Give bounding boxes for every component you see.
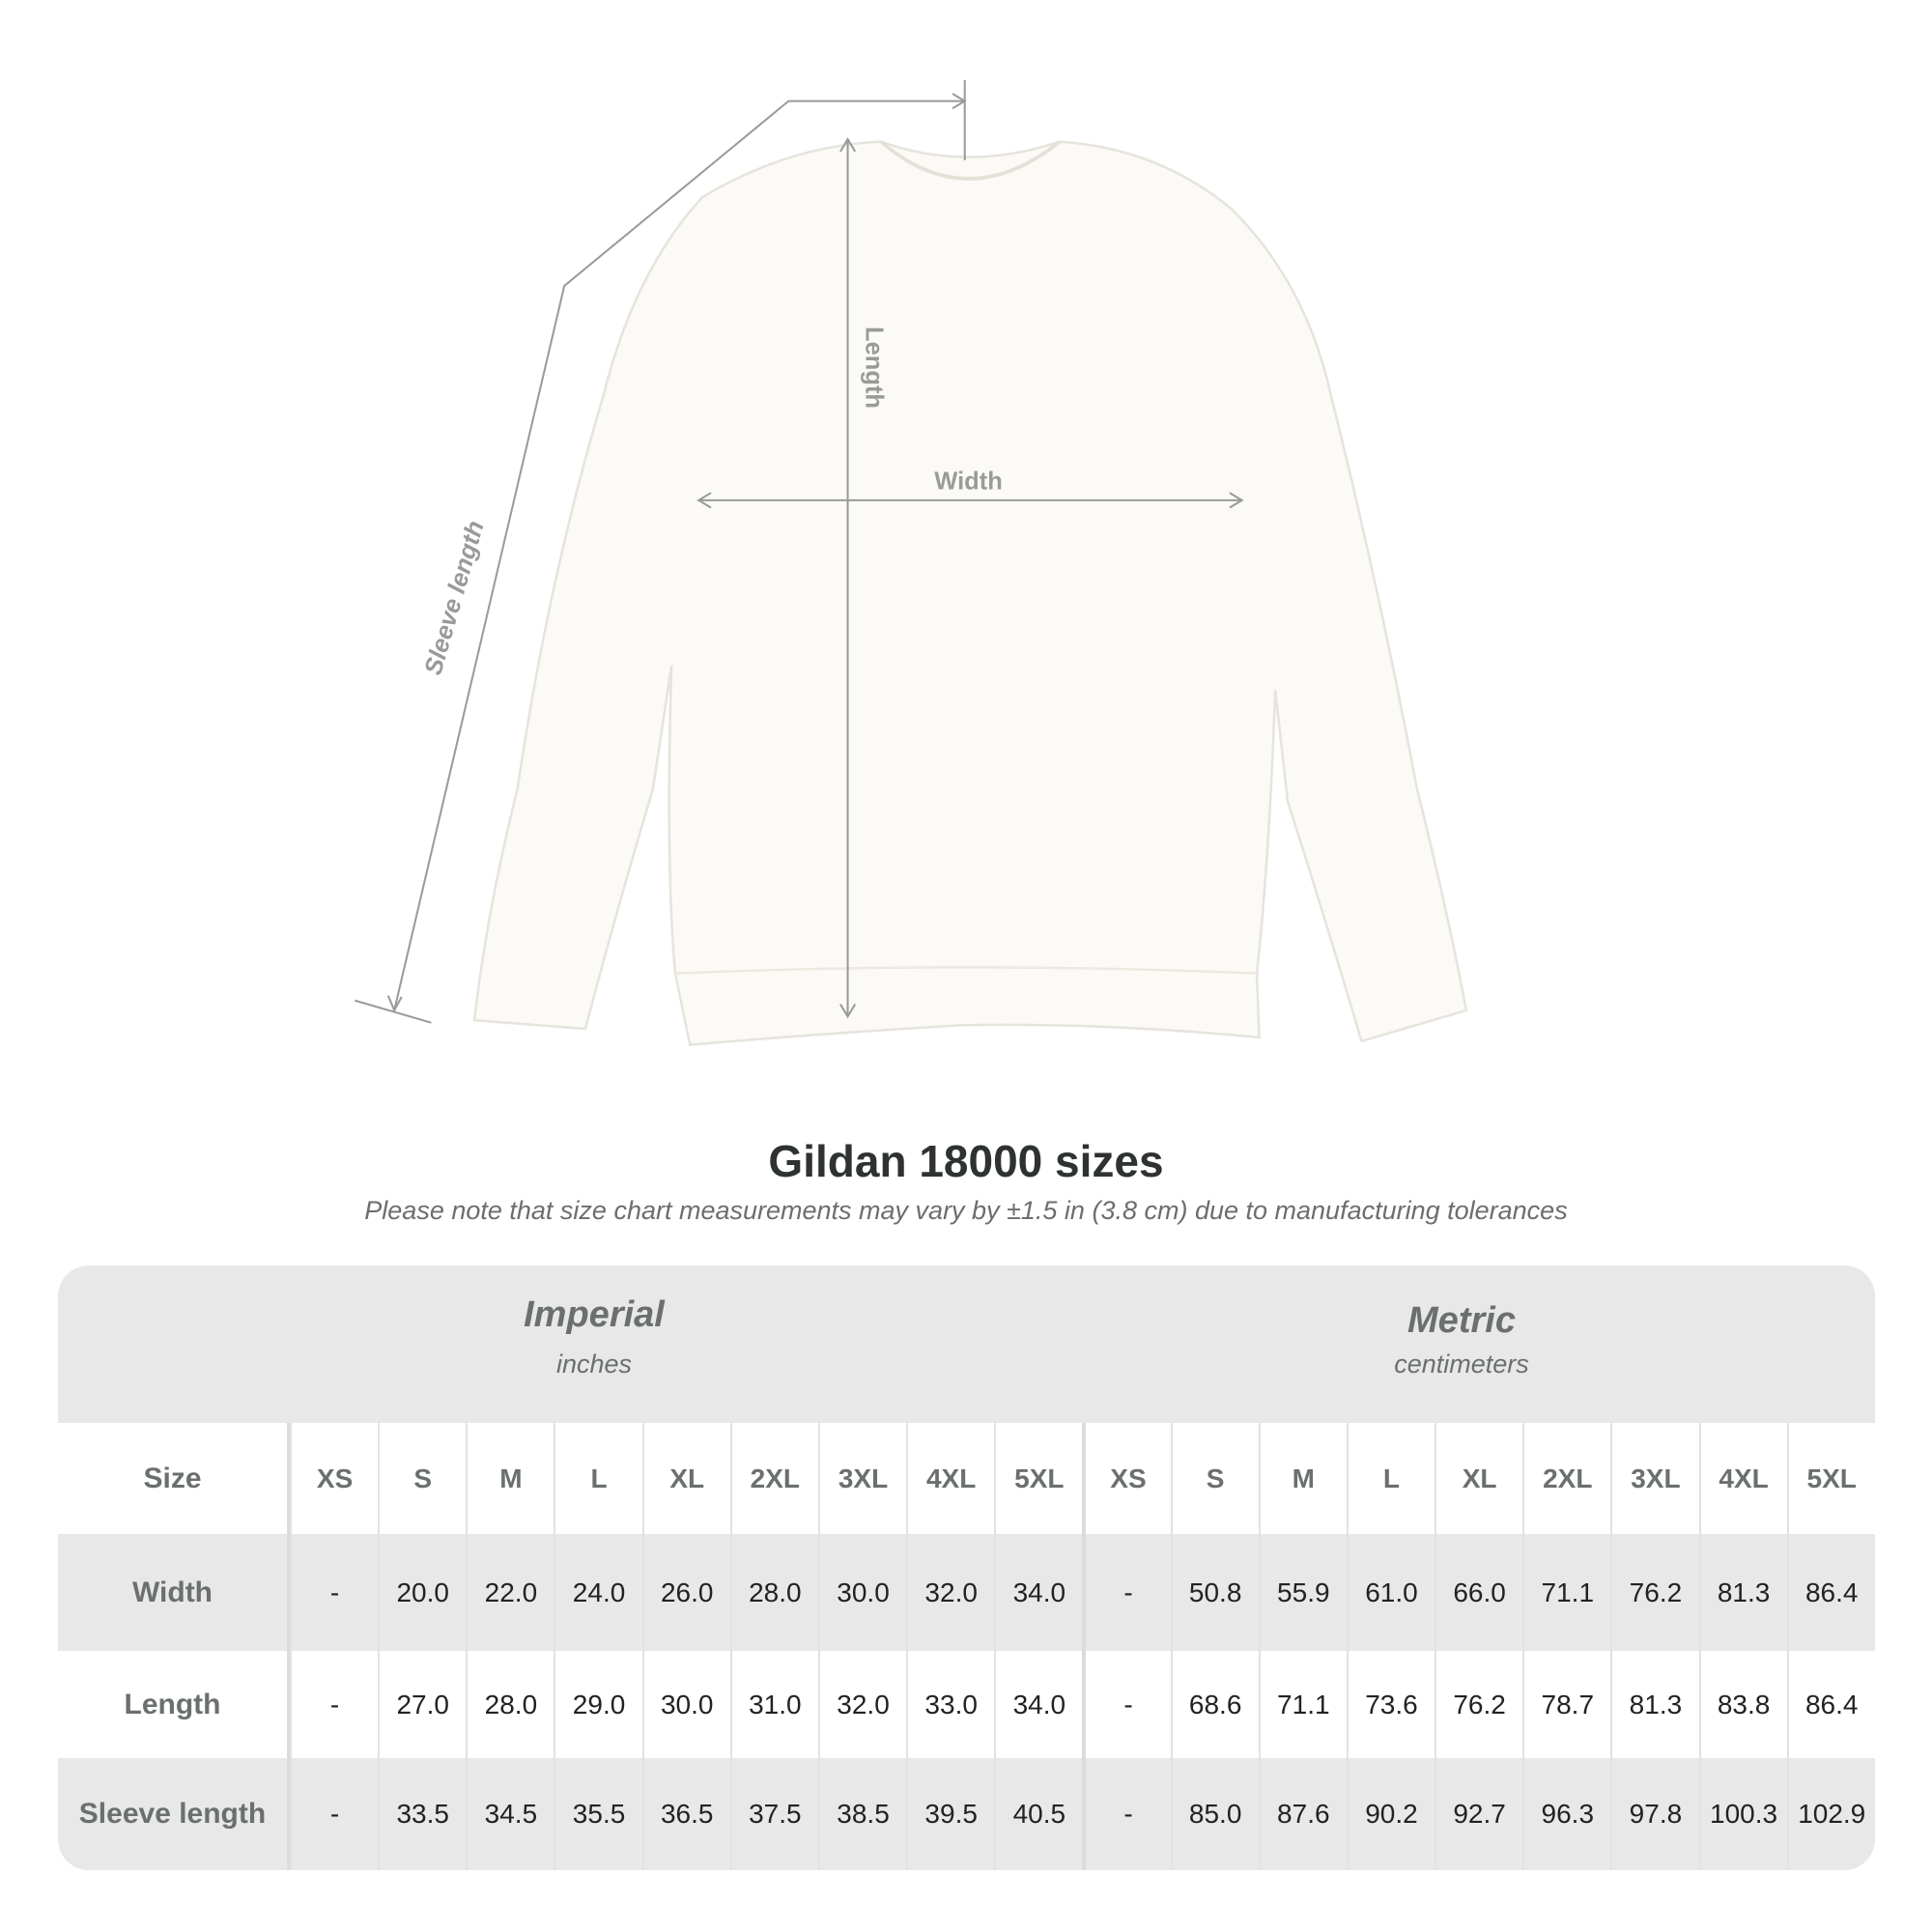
imperial-value-cell: 35.5 — [554, 1758, 641, 1870]
imperial-value-cell: 34.0 — [994, 1534, 1082, 1651]
metric-value-cell: 81.3 — [1610, 1651, 1698, 1758]
metric-value-cell: 61.0 — [1346, 1534, 1435, 1651]
sweatshirt-image — [472, 140, 1468, 1047]
size-header-metric-xl: XL — [1435, 1423, 1522, 1534]
metric-value-cell: 86.4 — [1786, 1651, 1875, 1758]
size-header-metric-s: S — [1170, 1423, 1259, 1534]
tolerance-note: Please note that size chart measurements… — [364, 1196, 1568, 1225]
size-table: Imperial inches Metric centimeters Size … — [58, 1265, 1875, 1870]
imperial-value-cell: 33.5 — [378, 1758, 466, 1870]
size-label: Size — [58, 1423, 290, 1534]
metric-value-cell: 97.8 — [1610, 1758, 1698, 1870]
row-label: Sleeve length — [58, 1758, 290, 1870]
metric-value-cell: 55.9 — [1258, 1534, 1347, 1651]
imperial-unit: inches — [555, 1350, 633, 1378]
imperial-value-cell: 36.5 — [641, 1758, 730, 1870]
imperial-value-cell: 34.0 — [994, 1651, 1082, 1758]
measure-lines — [355, 79, 1244, 1024]
imperial-value-cell: 32.0 — [906, 1534, 994, 1651]
size-header-metric-l: L — [1346, 1423, 1435, 1534]
imperial-value-cell: 22.0 — [466, 1534, 554, 1651]
imperial-value-cell: - — [290, 1651, 378, 1758]
size-header-imperial-xl: XL — [641, 1423, 730, 1534]
table-row: Sleeve length -33.5 34.5 35.5 36.5 37.5 38.5 39… — [58, 1758, 1875, 1870]
size-header-metric-5xl: 5XL — [1786, 1423, 1875, 1534]
metric-value-cell: - — [1082, 1651, 1170, 1758]
imperial-value-cell: 33.0 — [906, 1651, 994, 1758]
size-header-imperial-xs: XS — [290, 1423, 378, 1534]
imperial-value-cell: 38.5 — [817, 1758, 906, 1870]
size-header-imperial-3xl: 3XL — [817, 1423, 906, 1534]
size-header-imperial-m: M — [466, 1423, 554, 1534]
metric-value-cell: 96.3 — [1522, 1758, 1610, 1870]
table-row: Width -20.0 22.0 24.0 26.0 28.0 30.0 32.0 34.0-5… — [58, 1534, 1875, 1651]
metric-header: Metric centimeters — [1123, 1300, 1800, 1379]
size-row: Size XS S M L XL 2XL 3XL 4XL 5XL XS S M L XL 2XL 3XL 4XL… — [58, 1423, 1875, 1534]
size-header-metric-4xl: 4XL — [1698, 1423, 1787, 1534]
imperial-value-cell: 39.5 — [906, 1758, 994, 1870]
metric-value-cell: 87.6 — [1258, 1758, 1347, 1870]
table-row: Length -27.0 28.0 29.0 30.0 31.0 32.0 33.0 34.0-… — [58, 1651, 1875, 1758]
imperial-header: Imperial inches — [256, 1294, 932, 1379]
imperial-value-cell: 28.0 — [729, 1534, 818, 1651]
metric-value-cell: 66.0 — [1435, 1534, 1522, 1651]
imperial-value-cell: 34.5 — [466, 1758, 554, 1870]
metric-value-cell: 76.2 — [1435, 1651, 1522, 1758]
imperial-value-cell: 20.0 — [378, 1534, 466, 1651]
imperial-value-cell: 29.0 — [554, 1651, 641, 1758]
imperial-value-cell: 31.0 — [729, 1651, 818, 1758]
imperial-value-cell: - — [290, 1758, 378, 1870]
metric-value-cell: 68.6 — [1170, 1651, 1259, 1758]
row-label: Width — [58, 1534, 290, 1651]
imperial-value-cell: 30.0 — [817, 1534, 906, 1651]
size-header-metric-3xl: 3XL — [1610, 1423, 1698, 1534]
metric-value-cell: 71.1 — [1522, 1534, 1610, 1651]
row-label: Length — [58, 1651, 290, 1758]
metric-value-cell: 50.8 — [1170, 1534, 1259, 1651]
metric-value-cell: 100.3 — [1698, 1758, 1787, 1870]
imperial-value-cell: 24.0 — [554, 1534, 641, 1651]
imperial-value-cell: 27.0 — [378, 1651, 466, 1758]
imperial-value-cell: - — [290, 1534, 378, 1651]
metric-value-cell: 86.4 — [1786, 1534, 1875, 1651]
table-header: Imperial inches Metric centimeters — [58, 1265, 1875, 1423]
sweatshirt-diagram: Length Width Sleeve length — [355, 79, 1468, 1047]
metric-value-cell: 92.7 — [1435, 1758, 1522, 1870]
imperial-value-cell: 28.0 — [466, 1651, 554, 1758]
metric-value-cell: 81.3 — [1698, 1534, 1787, 1651]
metric-value-cell: 85.0 — [1170, 1758, 1259, 1870]
imperial-value-cell: 26.0 — [641, 1534, 730, 1651]
size-header-imperial-l: L — [554, 1423, 641, 1534]
imperial-value-cell: 37.5 — [729, 1758, 818, 1870]
metric-value-cell: 90.2 — [1346, 1758, 1435, 1870]
page-title: Gildan 18000 sizes — [768, 1136, 1164, 1186]
metric-value-cell: 78.7 — [1522, 1651, 1610, 1758]
imperial-value-cell: 30.0 — [641, 1651, 730, 1758]
size-header-metric-2xl: 2XL — [1522, 1423, 1610, 1534]
metric-title: Metric — [1407, 1300, 1516, 1341]
imperial-value-cell: 32.0 — [817, 1651, 906, 1758]
size-header-imperial-s: S — [378, 1423, 466, 1534]
width-label: Width — [934, 468, 1003, 495]
length-label: Length — [861, 327, 888, 409]
metric-value-cell: 71.1 — [1258, 1651, 1347, 1758]
metric-unit: centimeters — [1394, 1350, 1529, 1378]
imperial-value-cell: 40.5 — [994, 1758, 1082, 1870]
metric-value-cell: - — [1082, 1534, 1170, 1651]
imperial-title: Imperial — [524, 1294, 665, 1335]
metric-value-cell: 102.9 — [1786, 1758, 1875, 1870]
metric-value-cell: 73.6 — [1346, 1651, 1435, 1758]
size-header-imperial-2xl: 2XL — [729, 1423, 818, 1534]
size-header-metric-xs: XS — [1082, 1423, 1170, 1534]
metric-value-cell: - — [1082, 1758, 1170, 1870]
metric-value-cell: 76.2 — [1610, 1534, 1698, 1651]
metric-value-cell: 83.8 — [1698, 1651, 1787, 1758]
sleeve-length-label: Sleeve length — [420, 518, 490, 678]
size-header-imperial-5xl: 5XL — [994, 1423, 1082, 1534]
size-header-metric-m: M — [1258, 1423, 1347, 1534]
size-header-imperial-4xl: 4XL — [906, 1423, 994, 1534]
